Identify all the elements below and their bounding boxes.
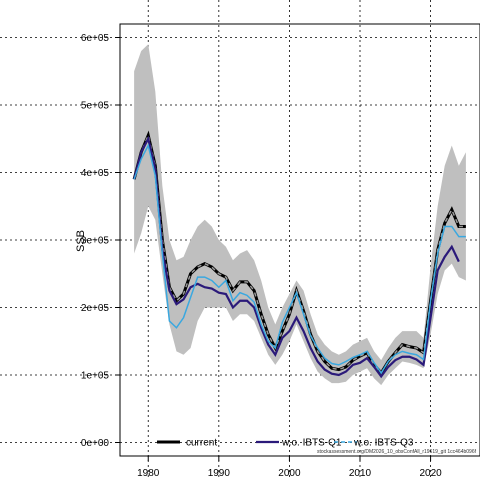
confidence-band (134, 44, 466, 386)
x-tick-label: 1990 (208, 468, 231, 479)
y-tick-label: 0e+00 (81, 438, 110, 449)
series-line-wo-ibts-q1 (133, 135, 460, 379)
series-lines (132, 130, 466, 379)
y-tick-label: 3e+05 (81, 236, 110, 247)
x-tick-label: 2020 (419, 468, 442, 479)
x-tick-label: 1980 (137, 468, 160, 479)
series-line-wo-ibts-q3 (133, 143, 466, 375)
y-tick-label: 6e+05 (81, 33, 110, 44)
footnote-text: stockassessment.org/DM2026_10_obsConfAll… (317, 449, 477, 455)
legend-label: w.o. IBTS-Q3 (353, 438, 414, 449)
legend-label: w.o. IBTS-Q1 (281, 438, 342, 449)
y-tick-label: 5e+05 (81, 101, 110, 112)
x-tick-label: 2000 (278, 468, 301, 479)
legend: current w.o. IBTS-Q1 w.o. IBTS-Q3 (157, 438, 414, 449)
x-axis: 1980 1990 2000 2010 2020 (137, 456, 442, 479)
y-tick-label: 4e+05 (81, 168, 110, 179)
y-axis: 0e+00 1e+05 2e+05 3e+05 4e+05 5e+05 6e+05 (81, 33, 120, 449)
y-tick-label: 2e+05 (81, 303, 110, 314)
confidence-band-area (134, 44, 466, 386)
legend-label: current (186, 438, 217, 449)
y-tick-label: 1e+05 (81, 371, 110, 382)
y-axis-title: SSB (75, 230, 87, 252)
series-line-current-overlay (133, 132, 466, 375)
x-tick-label: 2010 (349, 468, 372, 479)
